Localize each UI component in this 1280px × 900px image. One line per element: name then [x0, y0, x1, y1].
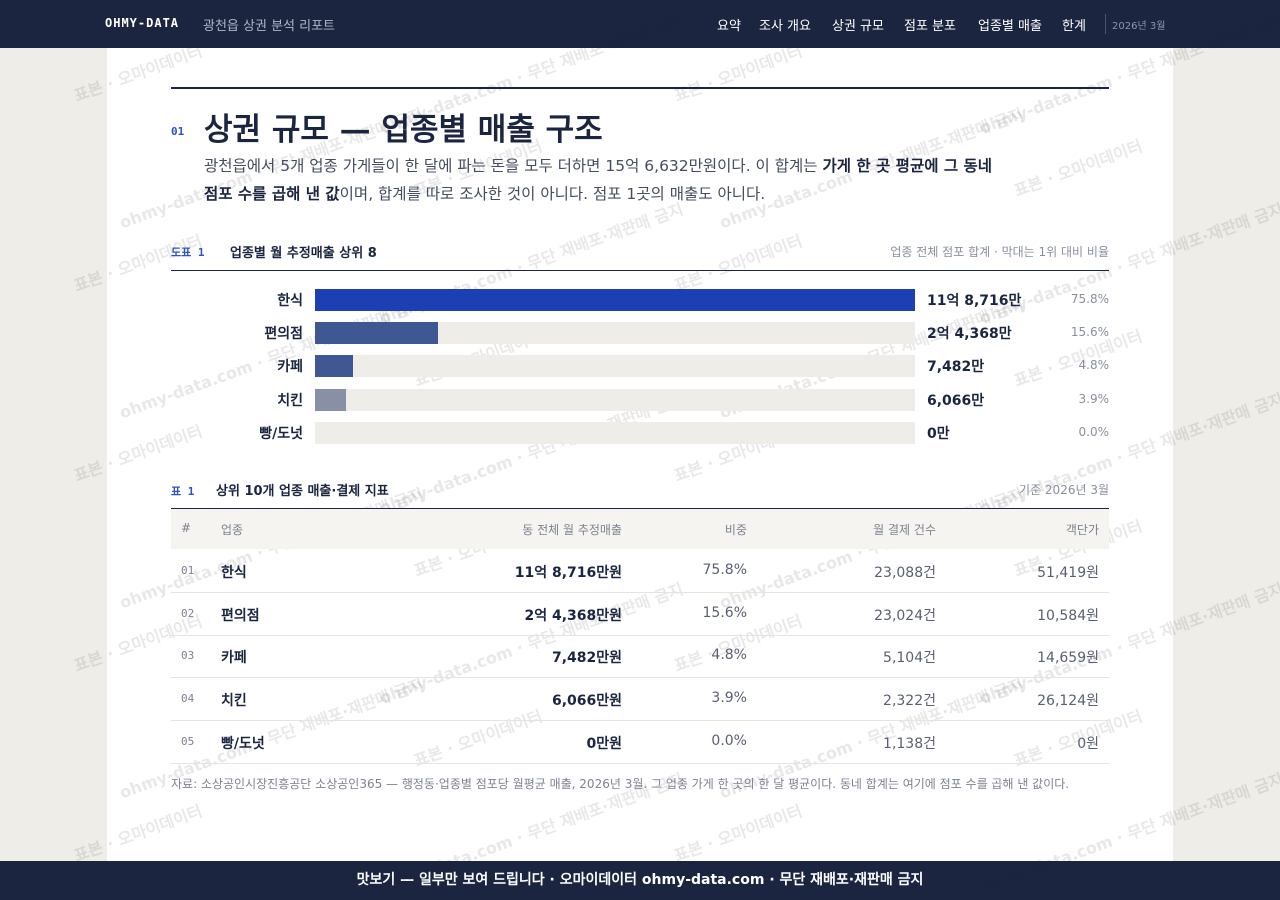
- table-cell: 0원: [1077, 735, 1099, 752]
- table-cell: 11억 8,716만원: [514, 564, 622, 581]
- brand[interactable]: OHMY-DATA: [105, 16, 180, 30]
- bar: [315, 355, 353, 377]
- table-cell: 0만원: [586, 735, 622, 752]
- table-cell: 03: [181, 649, 195, 662]
- intro-text: 광천읍에서 5개 업종 가게들이 한 달에 파는 돈을 모두 더하면 15억 6…: [204, 157, 823, 175]
- nav-link[interactable]: 조사 개요: [759, 19, 811, 34]
- bar-share-label: 75.8%: [1070, 292, 1109, 306]
- figure-note: 업종 전체 점포 합계 · 막대는 1위 대비 비율: [890, 245, 1109, 259]
- bar-label: 빵/도넛: [259, 426, 303, 442]
- row-divider: [171, 763, 1109, 764]
- bar: [315, 389, 346, 411]
- bar-track: [315, 389, 915, 411]
- bar: [315, 289, 915, 311]
- table-cell: 5,104건: [883, 650, 936, 666]
- table-title: 상위 10개 업종 매출·결제 지표: [216, 484, 389, 499]
- nav-link[interactable]: 한계: [1062, 19, 1086, 34]
- nav-link[interactable]: 요약: [717, 19, 741, 34]
- column-header: #: [181, 521, 192, 535]
- section-number: 01: [171, 125, 185, 138]
- footer-banner: 맛보기 — 일부만 보여 드립니다 · 오마이데이터 ohmy-data.com…: [0, 861, 1280, 900]
- table-cell: 75.8%: [702, 561, 747, 578]
- column-header: 동 전체 월 추정매출: [522, 523, 622, 537]
- figure-title: 업종별 월 추정매출 상위 8: [230, 246, 377, 261]
- nav-link[interactable]: 상권 규모: [832, 19, 884, 34]
- row-divider: [171, 720, 1109, 721]
- table-cell: 05: [181, 734, 195, 748]
- date: 2026년 3월: [1112, 21, 1166, 32]
- table-cell: 7,482만원: [551, 650, 622, 666]
- table-label: 표 1: [171, 485, 195, 498]
- report-card: [107, 48, 1173, 861]
- column-header: 월 결제 건수: [873, 523, 936, 537]
- table-cell: 0.0%: [711, 732, 747, 749]
- table-note: 기준 2026년 3월: [1019, 483, 1109, 497]
- bar-track: [315, 422, 915, 444]
- column-header: 업종: [221, 523, 244, 537]
- intro-text: 이며, 합계를 따로 조사한 것이 아니다. 점포 1곳의 매출도 아니다.: [339, 185, 766, 203]
- table-cell: 카페: [221, 650, 247, 666]
- bar-label: 한식: [277, 293, 303, 309]
- section-rule: [171, 87, 1109, 89]
- subtitle: 광천읍 상권 분석 리포트: [203, 19, 335, 34]
- bar-share-label: 3.9%: [1078, 392, 1110, 406]
- bar-label: 치킨: [277, 393, 303, 409]
- table-cell: 23,088건: [874, 564, 936, 581]
- table-cell: 빵/도넛: [221, 735, 265, 752]
- table-cell: 02: [181, 606, 195, 620]
- row-divider: [171, 677, 1109, 678]
- table-cell: 10,584원: [1037, 607, 1099, 624]
- bar: [315, 322, 439, 344]
- nav-link[interactable]: 업종별 매출: [978, 19, 1042, 34]
- table-cell: 01: [181, 563, 195, 577]
- section-title: 상권 규모 — 업종별 매출 구조: [204, 112, 603, 148]
- bar-track: [315, 322, 915, 344]
- table-cell: 편의점: [221, 607, 260, 624]
- intro-paragraph: 광천읍에서 5개 업종 가게들이 한 달에 파는 돈을 모두 더하면 15억 6…: [204, 152, 1004, 208]
- bar-value-label: 2억 4,368만: [927, 326, 1012, 342]
- table-cell: 15.6%: [702, 604, 747, 621]
- bar-label: 편의점: [264, 326, 303, 342]
- column-header: 비중: [724, 523, 747, 537]
- table-cell: 1,138건: [883, 735, 936, 752]
- intro-text: 가게 한 곳 평균에 그 동네 점포 수를 곱해 낸 값: [204, 157, 993, 203]
- table-cell: 51,419원: [1037, 564, 1099, 581]
- bar-value-label: 7,482만: [927, 359, 985, 375]
- table-cell: 한식: [221, 564, 247, 581]
- table-cell: 3.9%: [711, 689, 747, 706]
- table-rule: [171, 508, 1109, 509]
- divider: [1105, 14, 1106, 34]
- bar-value-label: 11억 8,716만: [927, 293, 1022, 309]
- table-cell: 2억 4,368만원: [524, 607, 622, 624]
- table-cell: 2,322건: [883, 692, 936, 709]
- table-cell: 6,066만원: [551, 692, 622, 709]
- table-source: 자료: 소상공인시장진흥공단 소상공인365 — 행정동·업종별 점포당 월평균…: [171, 777, 1070, 791]
- bar-label: 카페: [277, 359, 303, 375]
- figure-label: 도표 1: [171, 246, 205, 259]
- nav-link[interactable]: 점포 분포: [904, 19, 956, 34]
- row-divider: [171, 635, 1109, 636]
- table-header-bg: [171, 509, 1109, 549]
- table-cell: 14,659원: [1037, 650, 1099, 666]
- figure-rule: [171, 270, 1109, 271]
- table-cell: 23,024건: [874, 607, 936, 624]
- table-cell: 26,124원: [1037, 692, 1099, 709]
- table-cell: 치킨: [221, 692, 247, 709]
- bar-value-label: 0만: [927, 426, 950, 442]
- table-cell: 04: [181, 691, 195, 705]
- nav-bar: OHMY-DATA 광천읍 상권 분석 리포트 요약 조사 개요 상권 규모 점포 분포 업…: [0, 0, 1280, 48]
- bar-share-label: 15.6%: [1070, 325, 1109, 339]
- bar-value-label: 6,066만: [927, 393, 985, 409]
- table-cell: 4.8%: [711, 647, 747, 663]
- bar-track: [315, 355, 915, 377]
- row-divider: [171, 592, 1109, 593]
- bar-share-label: 0.0%: [1078, 425, 1110, 439]
- bar-share-label: 4.8%: [1078, 358, 1110, 372]
- column-header: 객단가: [1065, 523, 1099, 537]
